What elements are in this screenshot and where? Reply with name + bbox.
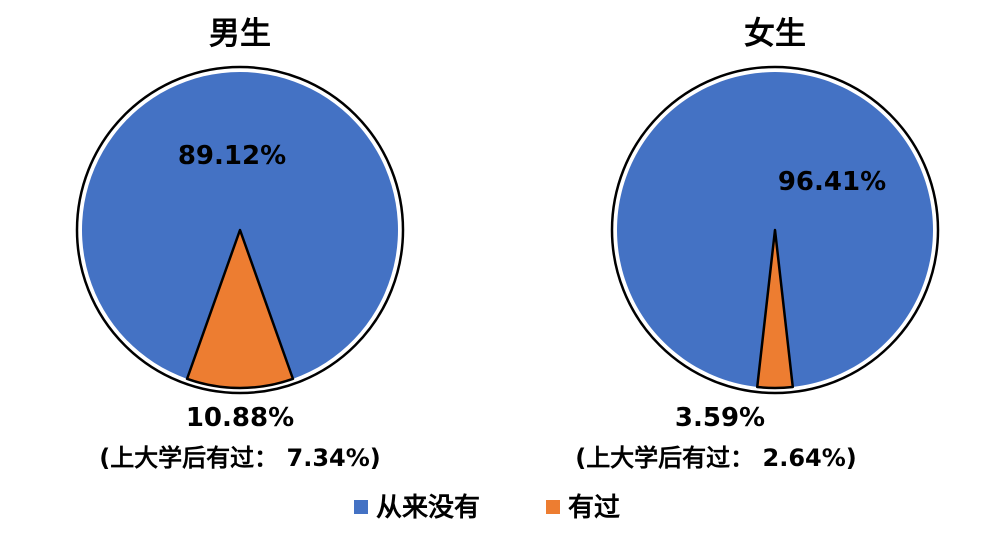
pie-note: (上大学后有过： 7.34%) xyxy=(99,444,381,472)
legend: 从来没有 有过 xyxy=(354,493,620,523)
slice-label-ever: 3.59% xyxy=(675,403,765,433)
legend-label-ever: 有过 xyxy=(568,493,620,523)
slice-ever xyxy=(185,228,295,390)
legend-label-never: 从来没有 xyxy=(376,493,480,523)
slice-never xyxy=(82,72,399,379)
slice-label-never: 89.12% xyxy=(178,141,286,171)
pie-note: (上大学后有过： 2.64%) xyxy=(575,444,857,472)
pie-male: 男生 89.12% 10.88% (上大学后有过： 7.34%) xyxy=(75,16,405,472)
pie-title: 女生 xyxy=(744,16,806,52)
pie-female: 女生 96.41% 3.59% (上大学后有过： 2.64%) xyxy=(575,16,940,472)
slice-label-never: 96.41% xyxy=(778,167,886,197)
legend-swatch-ever xyxy=(546,500,560,514)
legend-swatch-never xyxy=(354,500,368,514)
slice-ever xyxy=(755,228,795,390)
pie-title: 男生 xyxy=(209,16,271,52)
pie-slices xyxy=(75,65,405,395)
slice-label-ever: 10.88% xyxy=(186,403,294,433)
pie-slices xyxy=(610,65,940,395)
